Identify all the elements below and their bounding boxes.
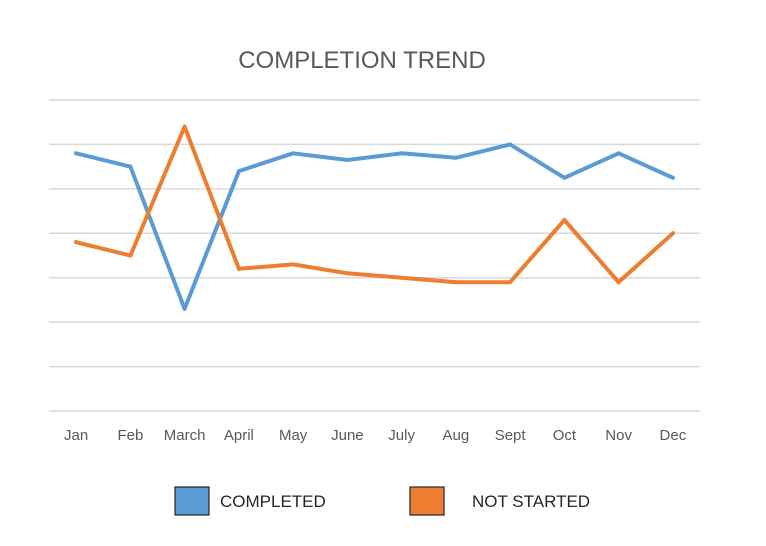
x-axis-tick-labels: Jan Feb March April May June July Aug Sept Oct Nov… xyxy=(64,427,687,444)
x-tick-label: Jan xyxy=(64,427,88,444)
series-line-not-started xyxy=(74,124,675,285)
data-point-not-started xyxy=(128,253,133,258)
data-point-not-started xyxy=(74,240,79,245)
data-point-not-started xyxy=(453,280,458,285)
legend-swatch-completed xyxy=(174,486,210,516)
data-point-completed xyxy=(345,157,350,162)
data-point-not-started xyxy=(562,217,567,222)
data-point-completed xyxy=(182,306,187,311)
x-tick-label: Nov xyxy=(605,427,632,444)
x-tick-label: March xyxy=(164,427,206,444)
data-point-completed xyxy=(236,169,241,174)
series-lines xyxy=(74,124,675,311)
data-point-not-started xyxy=(616,280,621,285)
data-point-not-started xyxy=(345,271,350,276)
data-point-completed xyxy=(616,151,621,156)
x-tick-label: Feb xyxy=(117,427,143,444)
x-tick-label: Sept xyxy=(495,427,527,444)
data-point-not-started xyxy=(236,266,241,271)
x-tick-label: Oct xyxy=(553,427,577,444)
legend-swatch-not-started xyxy=(409,486,445,516)
legend-label-completed: COMPLETED xyxy=(220,492,326,511)
data-point-completed xyxy=(74,151,79,156)
data-point-not-started xyxy=(291,262,296,267)
x-tick-label: June xyxy=(331,427,364,444)
data-point-completed xyxy=(399,151,404,156)
x-tick-label: April xyxy=(224,427,254,444)
data-point-not-started xyxy=(399,275,404,280)
x-tick-label: Aug xyxy=(443,427,470,444)
chart-title: COMPLETION TREND xyxy=(238,47,486,74)
data-point-completed xyxy=(670,175,675,180)
x-tick-label: May xyxy=(279,427,308,444)
data-point-completed xyxy=(562,175,567,180)
data-point-completed xyxy=(453,155,458,160)
data-point-not-started xyxy=(508,280,513,285)
x-tick-label: July xyxy=(388,427,415,444)
data-point-completed xyxy=(508,142,513,147)
data-point-completed xyxy=(291,151,296,156)
gridlines xyxy=(49,99,700,412)
data-point-not-started xyxy=(670,231,675,236)
data-point-not-started xyxy=(182,124,187,129)
legend: COMPLETED NOT STARTED xyxy=(174,486,590,516)
series-line-completed xyxy=(74,142,675,311)
x-tick-label: Dec xyxy=(660,427,687,444)
data-point-completed xyxy=(128,164,133,169)
legend-label-not-started: NOT STARTED xyxy=(472,492,590,511)
